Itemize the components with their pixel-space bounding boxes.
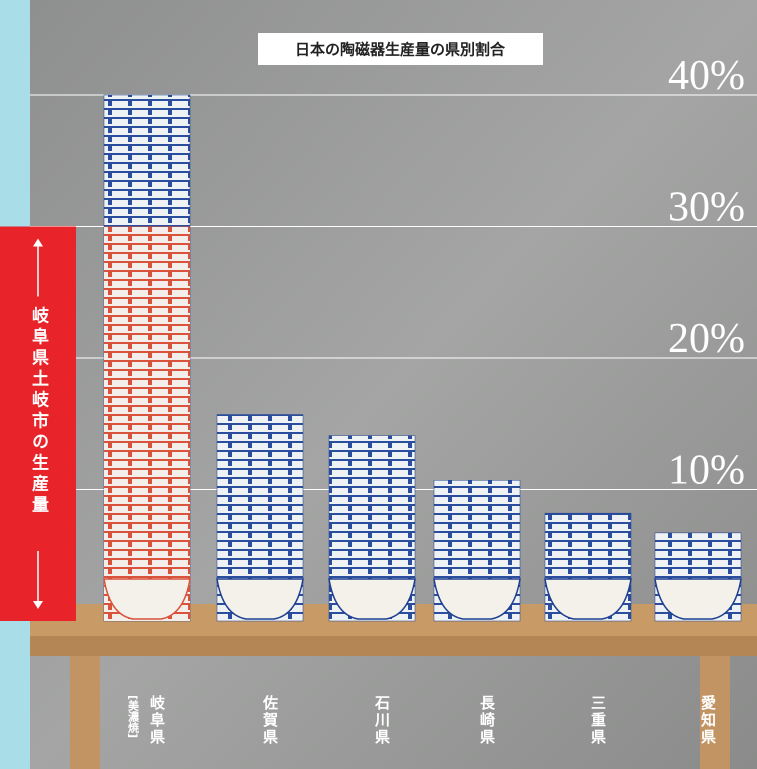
- table-leg: [700, 656, 730, 769]
- table-leg: [70, 656, 100, 769]
- title-box: [258, 33, 543, 65]
- y-tick-label: 10%: [668, 448, 745, 494]
- bowl-base: [433, 578, 521, 620]
- y-tick-label: 40%: [668, 53, 745, 99]
- x-tick-label: 長崎県: [478, 695, 496, 746]
- bowl-base: [654, 578, 742, 620]
- x-tick-label: 三重県: [589, 695, 607, 746]
- arrow-head: [33, 601, 43, 609]
- bowl-base: [103, 578, 191, 620]
- y-tick-label: 20%: [668, 316, 745, 362]
- x-tick-label: 佐賀県: [261, 694, 279, 746]
- highlight-stack: [104, 226, 190, 621]
- x-tick-label: 愛知県: [699, 694, 717, 746]
- bowl-base: [216, 578, 304, 620]
- category-note: [美濃焼]: [127, 695, 140, 738]
- chart-title: 日本の陶磁器生産量の県別割合: [295, 41, 506, 59]
- arrow-head: [33, 238, 43, 247]
- highlight-label: 岐阜県土岐市の生産量: [28, 305, 49, 516]
- x-tick-label: 石川県: [373, 695, 391, 746]
- bowl-base: [328, 578, 416, 620]
- table-apron: [30, 636, 757, 656]
- bowl-base: [544, 578, 632, 620]
- y-tick-label: 30%: [668, 185, 745, 231]
- x-tick-label: 岐阜県: [148, 694, 166, 746]
